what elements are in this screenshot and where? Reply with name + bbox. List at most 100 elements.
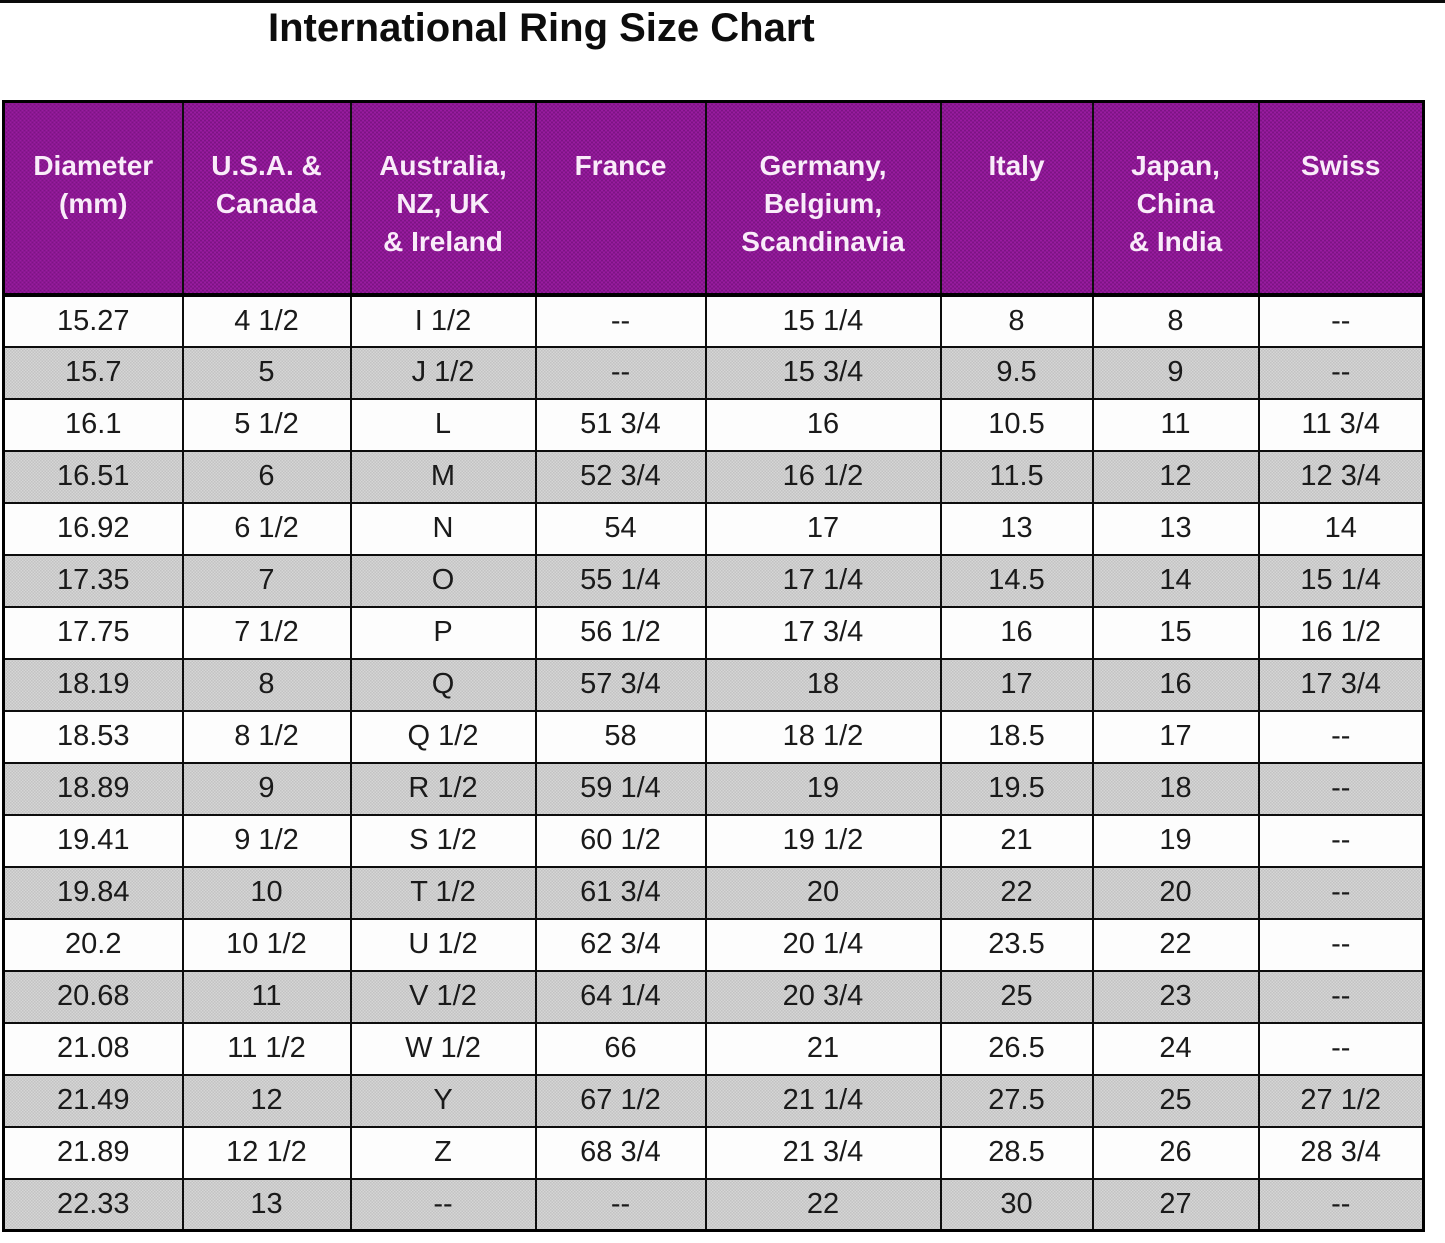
table-cell: R 1/2 bbox=[349, 761, 537, 816]
table-cell: 51 3/4 bbox=[534, 397, 707, 452]
table-cell: 18 1/2 bbox=[704, 709, 942, 764]
table-cell: U 1/2 bbox=[349, 917, 537, 972]
table-row: 18.19 8 Q 57 3/4 18 17 16 17 3/4 bbox=[2, 657, 1425, 712]
table-cell: -- bbox=[349, 1177, 537, 1232]
table-cell: 54 bbox=[534, 501, 707, 556]
table-cell: 64 1/4 bbox=[534, 969, 707, 1024]
table-cell: 19.84 bbox=[2, 865, 184, 920]
table-cell: 7 1/2 bbox=[181, 605, 352, 660]
table-cell: 28 3/4 bbox=[1257, 1125, 1425, 1180]
table-cell: 15.7 bbox=[2, 345, 184, 400]
table-cell: I 1/2 bbox=[349, 293, 537, 348]
table-cell: 21.08 bbox=[2, 1021, 184, 1076]
table-cell: -- bbox=[1257, 761, 1425, 816]
table-cell: 19 1/2 bbox=[704, 813, 942, 868]
table-row: 19.41 9 1/2 S 1/2 60 1/2 19 1/2 21 19 -- bbox=[2, 813, 1425, 868]
table-cell: 10.5 bbox=[939, 397, 1094, 452]
table-cell: 27.5 bbox=[939, 1073, 1094, 1128]
table-row: 16.1 5 1/2 L 51 3/4 16 10.5 11 11 3/4 bbox=[2, 397, 1425, 452]
table-cell: 6 bbox=[181, 449, 352, 504]
table-cell: V 1/2 bbox=[349, 969, 537, 1024]
table-cell: 8 bbox=[939, 293, 1094, 348]
table-cell: 62 3/4 bbox=[534, 917, 707, 972]
table-cell: 19.5 bbox=[939, 761, 1094, 816]
table-cell: 17 bbox=[704, 501, 942, 556]
table-cell: 22 bbox=[939, 865, 1094, 920]
table-cell: M bbox=[349, 449, 537, 504]
table-header: Diameter (mm) U.S.A. & Canada Australia, N… bbox=[2, 100, 1425, 297]
table-cell: 27 bbox=[1091, 1177, 1260, 1232]
table-cell: 6 1/2 bbox=[181, 501, 352, 556]
table-cell: -- bbox=[1257, 969, 1425, 1024]
table-cell: 12 1/2 bbox=[181, 1125, 352, 1180]
table-cell: 58 bbox=[534, 709, 707, 764]
table-cell: 20 3/4 bbox=[704, 969, 942, 1024]
table-cell: 24 bbox=[1091, 1021, 1260, 1076]
column-header: Swiss bbox=[1257, 100, 1425, 297]
table-row: 18.53 8 1/2 Q 1/2 58 18 1/2 18.5 17 -- bbox=[2, 709, 1425, 764]
table-cell: 15.27 bbox=[2, 293, 184, 348]
table-row: 18.89 9 R 1/2 59 1/4 19 19.5 18 -- bbox=[2, 761, 1425, 816]
table-cell: 26 bbox=[1091, 1125, 1260, 1180]
table-cell: 21 3/4 bbox=[704, 1125, 942, 1180]
table-row: 17.75 7 1/2 P 56 1/2 17 3/4 16 15 16 1/2 bbox=[2, 605, 1425, 660]
table-cell: 4 1/2 bbox=[181, 293, 352, 348]
table-cell: 17 3/4 bbox=[704, 605, 942, 660]
table-cell: 16 bbox=[939, 605, 1094, 660]
table-cell: 21.49 bbox=[2, 1073, 184, 1128]
table-cell: 17 bbox=[1091, 709, 1260, 764]
table-body: 15.27 4 1/2 I 1/2 -- 15 1/4 8 8 -- 15.7 5 J 1/2 -- 1… bbox=[2, 293, 1425, 1232]
table-cell: N bbox=[349, 501, 537, 556]
table-cell: 18 bbox=[1091, 761, 1260, 816]
table-cell: 16.51 bbox=[2, 449, 184, 504]
header-row: Diameter (mm) U.S.A. & Canada Australia, N… bbox=[2, 100, 1425, 297]
table-cell: 9 bbox=[181, 761, 352, 816]
table-cell: 20.68 bbox=[2, 969, 184, 1024]
table-cell: 8 bbox=[1091, 293, 1260, 348]
table-cell: 68 3/4 bbox=[534, 1125, 707, 1180]
table-cell: J 1/2 bbox=[349, 345, 537, 400]
table-cell: 16 bbox=[704, 397, 942, 452]
table-cell: 27 1/2 bbox=[1257, 1073, 1425, 1128]
column-header: U.S.A. & Canada bbox=[181, 100, 352, 297]
table-cell: 16 1/2 bbox=[704, 449, 942, 504]
table-cell: 17 bbox=[939, 657, 1094, 712]
column-header: Germany, Belgium, Scandinavia bbox=[704, 100, 942, 297]
table-cell: 22 bbox=[1091, 917, 1260, 972]
table-cell: 60 1/2 bbox=[534, 813, 707, 868]
table-cell: 11.5 bbox=[939, 449, 1094, 504]
table-cell: 15 bbox=[1091, 605, 1260, 660]
table-cell: 17 1/4 bbox=[704, 553, 942, 608]
table-cell: 11 bbox=[1091, 397, 1260, 452]
table-row: 21.08 11 1/2 W 1/2 66 21 26.5 24 -- bbox=[2, 1021, 1425, 1076]
table-cell: 15 1/4 bbox=[704, 293, 942, 348]
table-row: 19.84 10 T 1/2 61 3/4 20 22 20 -- bbox=[2, 865, 1425, 920]
table-cell: 21 bbox=[704, 1021, 942, 1076]
table-cell: 20 1/4 bbox=[704, 917, 942, 972]
table-cell: -- bbox=[1257, 865, 1425, 920]
table-cell: 16 1/2 bbox=[1257, 605, 1425, 660]
page-title: International Ring Size Chart bbox=[268, 6, 815, 50]
table-cell: 20 bbox=[704, 865, 942, 920]
table-cell: 25 bbox=[1091, 1073, 1260, 1128]
ring-size-table: Diameter (mm) U.S.A. & Canada Australia, N… bbox=[2, 100, 1425, 1232]
table-cell: 52 3/4 bbox=[534, 449, 707, 504]
table-cell: 18.89 bbox=[2, 761, 184, 816]
table-cell: 13 bbox=[939, 501, 1094, 556]
top-border-rule bbox=[0, 0, 1445, 3]
table-cell: 23 bbox=[1091, 969, 1260, 1024]
column-header: Australia, NZ, UK & Ireland bbox=[349, 100, 537, 297]
table-cell: 28.5 bbox=[939, 1125, 1094, 1180]
table-cell: P bbox=[349, 605, 537, 660]
table-row: 20.2 10 1/2 U 1/2 62 3/4 20 1/4 23.5 22 -- bbox=[2, 917, 1425, 972]
table-cell: 10 bbox=[181, 865, 352, 920]
table-cell: 16.1 bbox=[2, 397, 184, 452]
table-cell: 67 1/2 bbox=[534, 1073, 707, 1128]
column-header: Diameter (mm) bbox=[2, 100, 184, 297]
table-cell: 21 1/4 bbox=[704, 1073, 942, 1128]
table-cell: 19 bbox=[1091, 813, 1260, 868]
table-row: 16.92 6 1/2 N 54 17 13 13 14 bbox=[2, 501, 1425, 556]
table-cell: 17.35 bbox=[2, 553, 184, 608]
table-cell: -- bbox=[1257, 1177, 1425, 1232]
table-cell: 8 1/2 bbox=[181, 709, 352, 764]
